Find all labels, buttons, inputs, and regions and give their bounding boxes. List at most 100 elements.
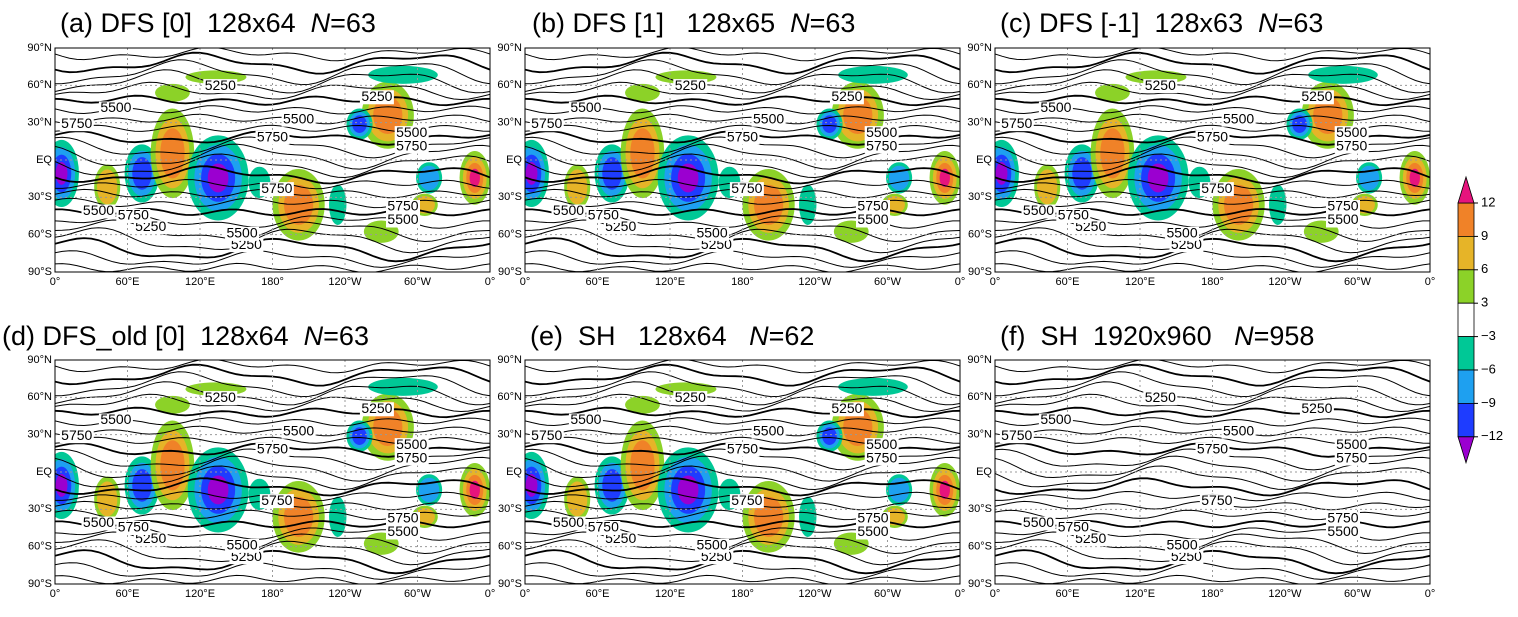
contour-label-bg [1326, 512, 1360, 527]
n-value: =62 [769, 321, 815, 351]
lon-label: 120°E [185, 276, 215, 288]
panel-label: (e) SH 128x64 [530, 321, 749, 351]
contour-label: 5500 [1327, 523, 1358, 539]
map: 5250525052505250550055005500550055005500… [525, 360, 960, 584]
colorbar-bottom [1457, 436, 1475, 465]
anomaly [155, 395, 190, 414]
contour [525, 227, 960, 254]
contour-label-bg [1021, 516, 1056, 531]
contour-label-bg [829, 402, 864, 417]
contour-label-bg [133, 532, 168, 547]
lon-label: 120°W [328, 588, 362, 600]
contour-label: 5500 [387, 211, 418, 227]
n-symbol: N [749, 321, 769, 351]
contour-label-bg [225, 538, 260, 553]
contour-label-bg [1169, 238, 1204, 253]
map-frame [54, 359, 491, 585]
contour [995, 539, 1430, 566]
contour-label: 5500 [100, 411, 131, 427]
contour-label: 5750 [261, 492, 292, 508]
contour-label-bg [1326, 200, 1360, 215]
lat-label: 60°N [497, 391, 522, 403]
n-symbol: N [311, 8, 331, 38]
contour-label: 5500 [1166, 537, 1197, 553]
contour [55, 539, 490, 566]
contour-label: 5750 [727, 440, 758, 456]
contour-label-bg [529, 117, 564, 132]
anomaly [625, 395, 660, 414]
anomaly [352, 115, 367, 133]
contour-label: 5500 [753, 110, 784, 126]
contour-label-bg [729, 494, 764, 509]
contour [55, 227, 490, 254]
contour-label: 5500 [553, 202, 584, 218]
contour-label: 5750 [1201, 492, 1232, 508]
contour-label-bg [1221, 424, 1256, 439]
contour-label-bg [1326, 525, 1360, 540]
map-frame [524, 47, 961, 273]
anomaly [352, 427, 367, 445]
lat-label: 30°S [498, 503, 522, 515]
contour-label-bg [259, 494, 294, 509]
lat-label: 60°N [967, 79, 992, 91]
contour-label: 5500 [396, 436, 427, 452]
anomaly [1095, 83, 1130, 102]
contour-label: 5500 [1023, 514, 1054, 530]
contour-label-bg [281, 112, 316, 127]
lon-label: 0° [520, 276, 531, 288]
contour-label: 5500 [1327, 211, 1358, 227]
lon-label: 0° [50, 588, 61, 600]
lat-label: 90°N [967, 354, 992, 366]
contour-label-bg [725, 130, 760, 145]
map: 5250525052505250550055005500550055005500… [55, 48, 490, 272]
map-frame [524, 359, 961, 585]
contour-label: 5500 [283, 110, 314, 126]
lat-label: 90°N [27, 354, 52, 366]
map: 5250525052505250550055005500550055005500… [995, 48, 1430, 272]
contour-label-bg [673, 79, 708, 94]
contour-label: 5500 [226, 225, 257, 241]
contour-label-bg [1299, 402, 1334, 417]
contour-label: 5750 [257, 128, 288, 144]
contour-label: 5500 [866, 436, 897, 452]
panel: (f) SH 1920x960 N=9585250525052505250550… [967, 321, 1435, 600]
contour-label-bg [699, 238, 734, 253]
lon-label: 120°W [798, 588, 832, 600]
contour-label: 5500 [83, 514, 114, 530]
lon-label: 120°W [328, 276, 362, 288]
lon-label: 0° [955, 276, 966, 288]
contour-label-bg [1195, 130, 1230, 145]
panel: (e) SH 128x64 N=625250525052505250550055… [497, 321, 965, 600]
lon-label: 120°E [185, 588, 215, 600]
lon-label: 0° [990, 276, 1001, 288]
lat-label: EQ [36, 154, 52, 166]
contour-label: 5750 [61, 115, 92, 131]
n-symbol: N [1234, 321, 1254, 351]
colorbar-tick-label: −3 [1481, 328, 1496, 343]
contour-label: 5500 [83, 202, 114, 218]
anomaly [1100, 128, 1125, 179]
panel-title: (a) DFS [0] 128x64 N=63 [60, 8, 376, 38]
contour-label: 5750 [727, 128, 758, 144]
contour-label-bg [529, 429, 564, 444]
contour-label-bg [255, 130, 290, 145]
contour-label-bg [568, 101, 603, 116]
lon-label: 0° [1425, 588, 1436, 600]
anomaly [155, 83, 190, 102]
contour-label-bg [1073, 220, 1108, 235]
colorbar-segment [1457, 336, 1475, 371]
anomaly [132, 469, 152, 502]
contour-label-bg [386, 512, 420, 527]
contour-label: 5250 [831, 400, 862, 416]
contour-label-bg [568, 413, 603, 428]
lon-label: 0° [955, 588, 966, 600]
colorbar-tick-label: −6 [1481, 361, 1496, 376]
contour-label-bg [856, 200, 890, 215]
lat-label: 30°N [967, 117, 992, 129]
lon-label: 120°W [798, 276, 832, 288]
anomaly [329, 184, 347, 225]
lon-label: 180° [261, 276, 284, 288]
lon-label: 60°W [874, 588, 902, 600]
n-symbol: N [1258, 8, 1278, 38]
contour-label-bg [1165, 226, 1200, 241]
